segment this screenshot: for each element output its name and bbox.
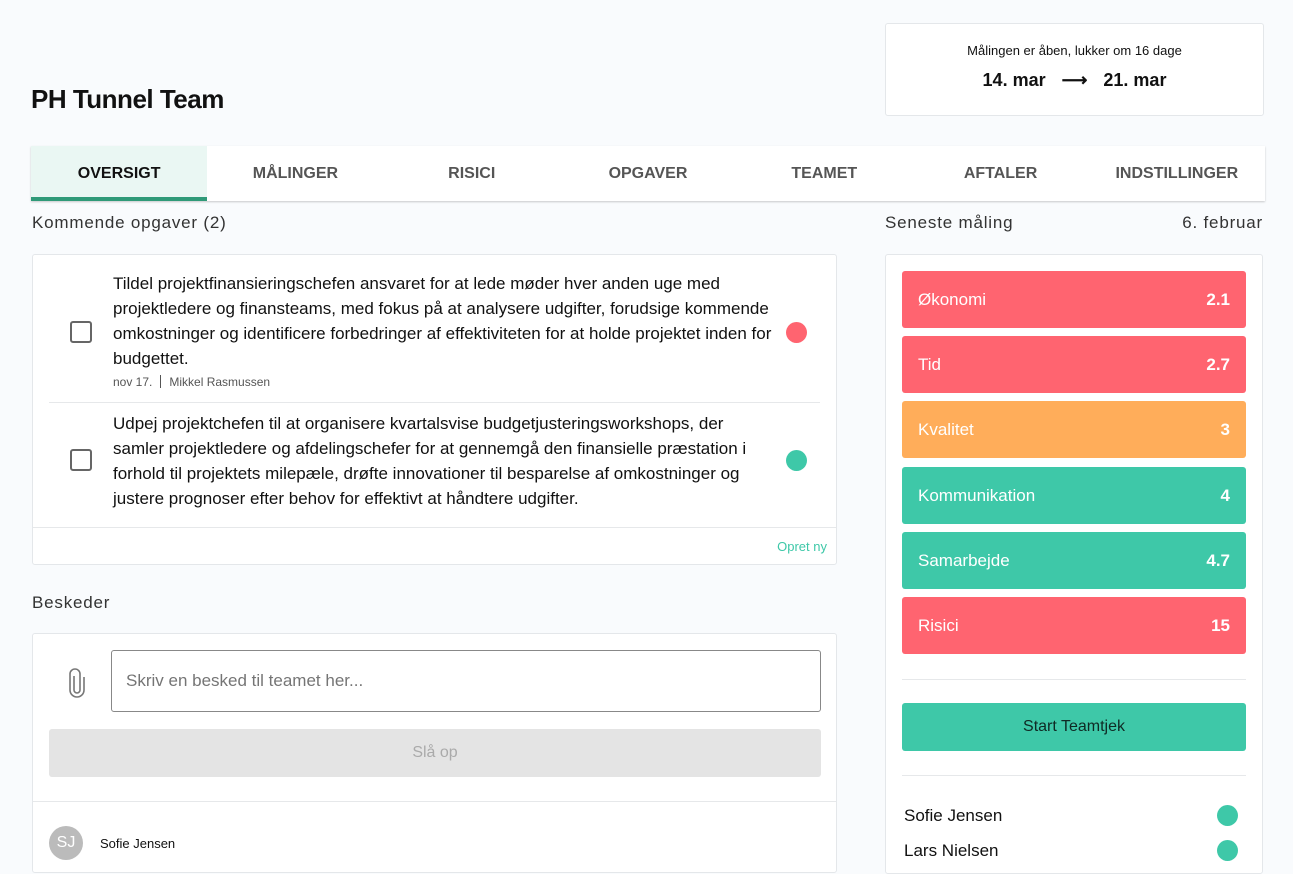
tab-risici[interactable]: RISICI	[448, 164, 496, 182]
member-status-dot	[1217, 805, 1238, 826]
task-meta: nov 17. Mikkel Rasmussen	[113, 375, 836, 389]
score-bar-okonomi[interactable]: Økonomi 2.1	[902, 271, 1246, 328]
tab-oversigt[interactable]: OVERSIGT	[31, 146, 208, 201]
score-label: Tid	[918, 354, 941, 374]
latest-measurement-card: Økonomi 2.1 Tid 2.7 Kvalitet 3 Kommunikatio…	[885, 254, 1263, 874]
score-bar-tid[interactable]: Tid 2.7	[902, 336, 1246, 393]
task-text: Tildel projektfinansieringschefen ansvar…	[113, 274, 772, 368]
post-button[interactable]: Slå op	[49, 729, 821, 777]
tab-bar: OVERSIGT MÅLINGER RISICI OPGAVER TEAMET …	[31, 146, 1265, 201]
paperclip-icon[interactable]	[67, 668, 87, 698]
measurement-status-card: Målingen er åben, lukker om 16 dage 14. …	[885, 23, 1264, 116]
task-item: Tildel projektfinansieringschefen ansvar…	[33, 271, 836, 389]
member-row: Sofie Jensen	[904, 805, 1238, 826]
avatar: SJ	[49, 826, 83, 860]
task-date: nov 17.	[113, 375, 153, 389]
member-name: Lars Nielsen	[904, 840, 999, 860]
score-bar-kvalitet[interactable]: Kvalitet 3	[902, 401, 1246, 458]
arrow-right-icon: ⟶	[1061, 70, 1088, 90]
divider	[49, 402, 820, 403]
divider	[902, 679, 1246, 680]
meta-separator	[160, 375, 162, 388]
score-value: 2.7	[1206, 354, 1230, 374]
messages-heading: Beskeder	[32, 593, 111, 612]
tasks-card: Tildel projektfinansieringschefen ansvar…	[32, 254, 837, 565]
tab-indstillinger[interactable]: INDSTILLINGER	[1115, 164, 1239, 182]
score-bar-risici[interactable]: Risici 15	[902, 597, 1246, 654]
tab-teamet[interactable]: TEAMET	[791, 164, 858, 182]
tasks-heading: Kommende opgaver (2)	[32, 213, 227, 232]
create-task-link[interactable]: Opret ny	[777, 539, 827, 554]
member-status-dot	[1217, 840, 1238, 861]
score-label: Kvalitet	[918, 419, 974, 439]
score-label: Økonomi	[918, 289, 987, 309]
page-title: PH Tunnel Team	[31, 84, 224, 114]
message-author: Sofie Jensen	[100, 836, 176, 851]
score-value: 2.1	[1206, 289, 1230, 309]
score-label: Kommunikation	[918, 485, 1036, 505]
task-checkbox[interactable]	[70, 449, 92, 471]
score-value: 3	[1220, 419, 1230, 439]
member-row: Lars Nielsen	[904, 840, 1238, 861]
score-value: 4	[1220, 485, 1230, 505]
task-checkbox[interactable]	[70, 321, 92, 343]
divider	[33, 527, 836, 528]
tab-opgaver[interactable]: OPGAVER	[608, 164, 688, 182]
task-assignee: Mikkel Rasmussen	[169, 375, 271, 389]
score-label: Risici	[918, 615, 959, 635]
member-name: Sofie Jensen	[904, 805, 1003, 825]
start-teamtjek-button[interactable]: Start Teamtjek	[902, 703, 1246, 751]
messages-card: Slå op SJ Sofie Jensen	[32, 633, 837, 873]
score-label: Samarbejde	[918, 550, 1010, 570]
task-text: Udpej projektchefen til at organisere kv…	[113, 414, 747, 508]
tab-aftaler[interactable]: AFTALER	[963, 164, 1038, 182]
latest-measurement-date: 6. februar	[1182, 213, 1263, 232]
score-bar-samarbejde[interactable]: Samarbejde 4.7	[902, 532, 1246, 589]
start-date: 14. mar	[982, 70, 1046, 90]
tab-malinger[interactable]: MÅLINGER	[252, 164, 339, 182]
score-value: 15	[1211, 615, 1230, 635]
task-status-dot	[786, 322, 807, 343]
score-value: 4.7	[1206, 550, 1230, 570]
end-date: 21. mar	[1103, 70, 1167, 90]
measurement-date-range: 14. mar ⟶ 21. mar	[886, 70, 1263, 91]
task-status-dot	[786, 450, 807, 471]
divider	[33, 801, 836, 802]
measurement-status-text: Målingen er åben, lukker om 16 dage	[967, 43, 1182, 58]
task-item: Udpej projektchefen til at organisere kv…	[33, 411, 836, 511]
divider	[902, 775, 1246, 776]
message-input[interactable]	[111, 650, 821, 712]
latest-measurement-heading: Seneste måling	[885, 213, 1014, 232]
score-bar-kommunikation[interactable]: Kommunikation 4	[902, 467, 1246, 524]
